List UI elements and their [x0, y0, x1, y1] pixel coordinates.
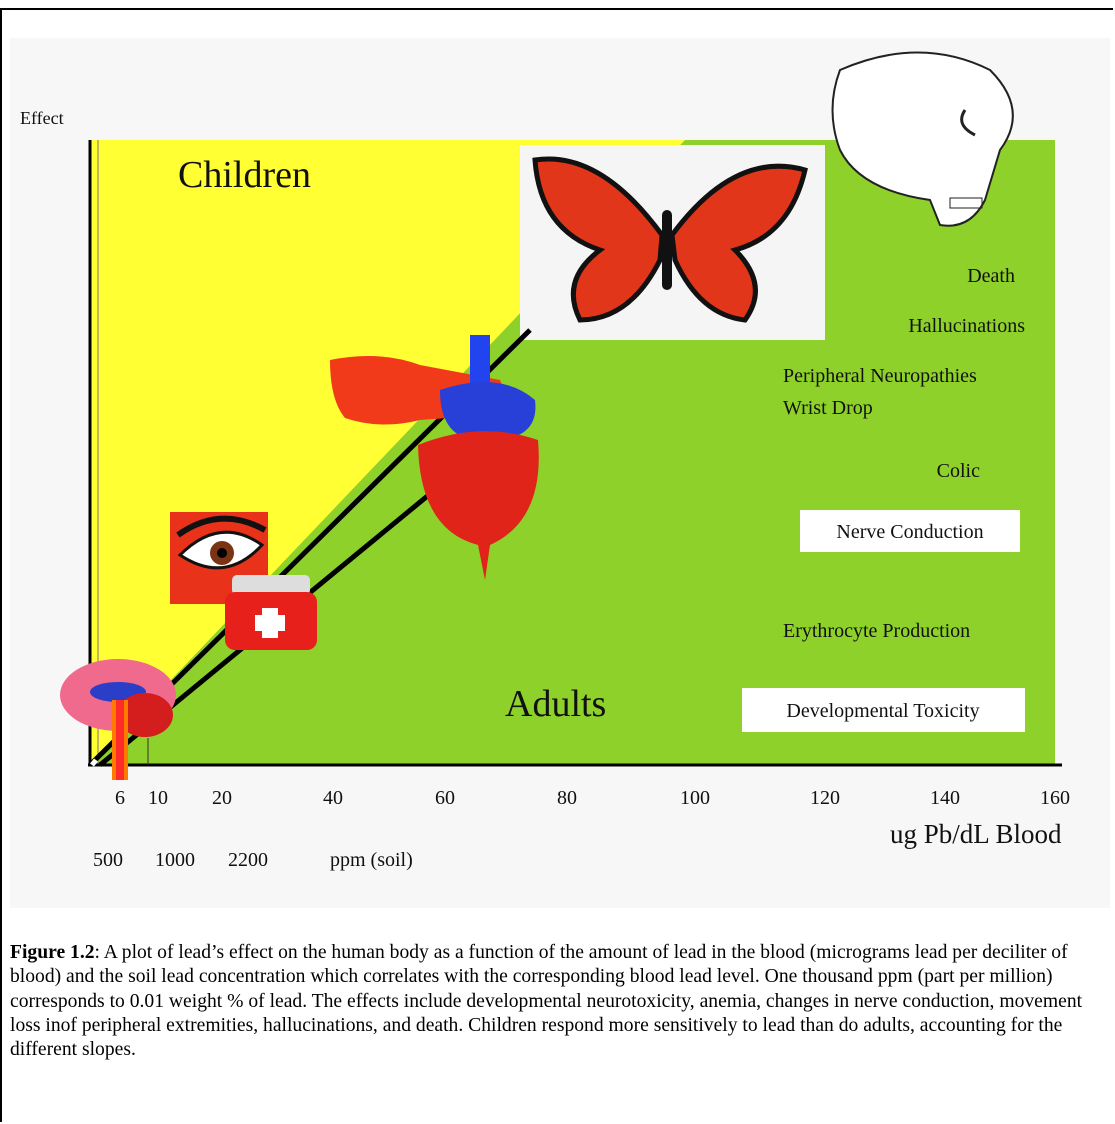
- blood-tick-label: 6: [115, 787, 125, 809]
- effect-label: Hallucinations: [908, 315, 1025, 337]
- adults-label: Adults: [505, 683, 606, 725]
- label-box: [742, 688, 1025, 732]
- label-box: [800, 510, 1020, 552]
- blood-tick-label: 160: [1040, 787, 1070, 809]
- effect-label: Nerve Conduction: [836, 521, 983, 543]
- x-axis-label: ug Pb/dL Blood: [890, 819, 1062, 849]
- effect-label: Peripheral Neuropathies: [783, 365, 977, 387]
- blood-tick-label: 60: [435, 787, 455, 809]
- y-axis-label: Effect: [20, 108, 64, 128]
- frame: [0, 8, 1113, 1122]
- effect-label: Erythrocyte Production: [783, 620, 970, 642]
- soil-axis-label: ppm (soil): [330, 849, 413, 871]
- brain-icon: [60, 659, 176, 780]
- figure: Effect Children Adults ug Pb/dL Blood pp…: [20, 51, 1070, 871]
- first-aid-icon: [225, 575, 317, 650]
- soil-tick-label: 1000: [155, 849, 195, 871]
- blood-tick-label: 10: [148, 787, 168, 809]
- blood-tick-label: 80: [557, 787, 577, 809]
- blood-tick-label: 40: [323, 787, 343, 809]
- effect-label: Developmental Toxicity: [786, 700, 979, 722]
- soil-tick-label: 2200: [228, 849, 268, 871]
- digestive-icon: [418, 335, 539, 580]
- children-label: Children: [178, 154, 311, 196]
- effect-label: Wrist Drop: [783, 397, 873, 419]
- slope-gap: [90, 758, 98, 767]
- soil-tick-label: 500: [93, 849, 123, 871]
- blood-tick-label: 120: [810, 787, 840, 809]
- effect-label: Colic: [937, 460, 980, 482]
- caption: Figure 1.2: A plot of lead’s effect on t…: [10, 941, 1110, 1062]
- skull-icon: [831, 51, 1014, 227]
- caption-text: : A plot of lead’s effect on the human b…: [10, 942, 1083, 1061]
- blood-tick-label: 140: [930, 787, 960, 809]
- blood-tick-label: 100: [680, 787, 710, 809]
- blood-tick-label: 20: [212, 787, 232, 809]
- butterfly-icon: [532, 156, 808, 323]
- effect-label: Death: [967, 265, 1015, 287]
- caption-label: Figure 1.2: [10, 942, 95, 963]
